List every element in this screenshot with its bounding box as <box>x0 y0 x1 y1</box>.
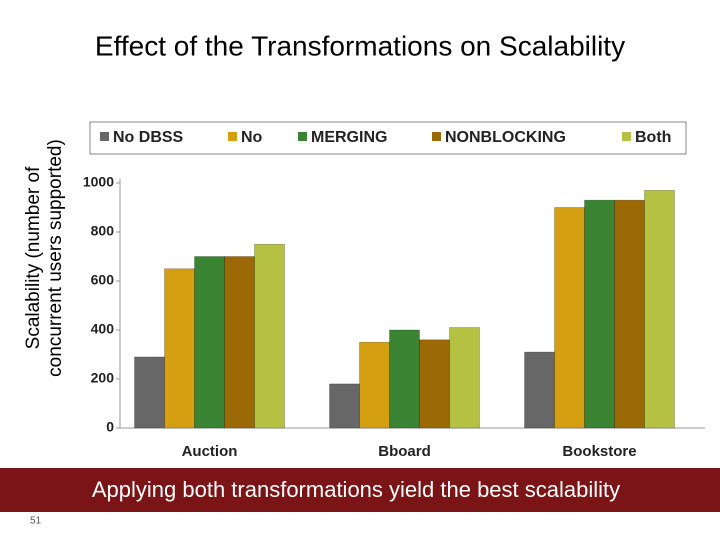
bar <box>359 341 390 429</box>
legend-label: No <box>241 129 263 146</box>
bar <box>584 199 615 429</box>
banner <box>0 468 720 512</box>
bar <box>419 339 450 429</box>
bar <box>389 329 420 429</box>
legend-swatch <box>432 132 441 141</box>
legend-label: NONBLOCKING <box>445 129 566 146</box>
legend-swatch <box>228 132 237 141</box>
legend-label: Both <box>635 129 671 146</box>
bar <box>524 351 555 429</box>
y-tick-label: 1000 <box>83 174 114 190</box>
bar <box>134 356 165 429</box>
y-tick-label: 800 <box>91 223 115 239</box>
bar <box>554 207 585 429</box>
legend-swatch <box>100 132 109 141</box>
x-tick-label: Bboard <box>378 443 431 460</box>
y-axis-label: Scalability (number of <box>23 166 44 349</box>
legend-box <box>89 121 687 155</box>
y-tick-label: 600 <box>91 272 115 288</box>
y-tick-label: 0 <box>106 419 114 435</box>
y-tick-label: 400 <box>91 321 115 337</box>
y-axis-label: concurrent users supported) <box>45 139 66 377</box>
bar <box>614 199 645 429</box>
bar <box>224 256 255 429</box>
bar <box>254 243 285 429</box>
legend-label: No DBSS <box>113 129 184 146</box>
y-tick-label: 200 <box>91 370 115 386</box>
page-number: 51 <box>30 516 42 527</box>
banner-text: Applying both transformations yield the … <box>92 477 620 502</box>
bar <box>449 327 480 429</box>
x-tick-label: Auction <box>182 443 238 460</box>
bar <box>164 268 195 429</box>
bar <box>644 190 675 429</box>
legend-swatch <box>622 132 631 141</box>
bar <box>329 383 360 429</box>
legend-swatch <box>298 132 307 141</box>
chart-title: Effect of the Transformations on Scalabi… <box>95 30 625 61</box>
bar <box>194 256 225 429</box>
legend-label: MERGING <box>311 129 387 146</box>
x-tick-label: Bookstore <box>562 443 636 460</box>
